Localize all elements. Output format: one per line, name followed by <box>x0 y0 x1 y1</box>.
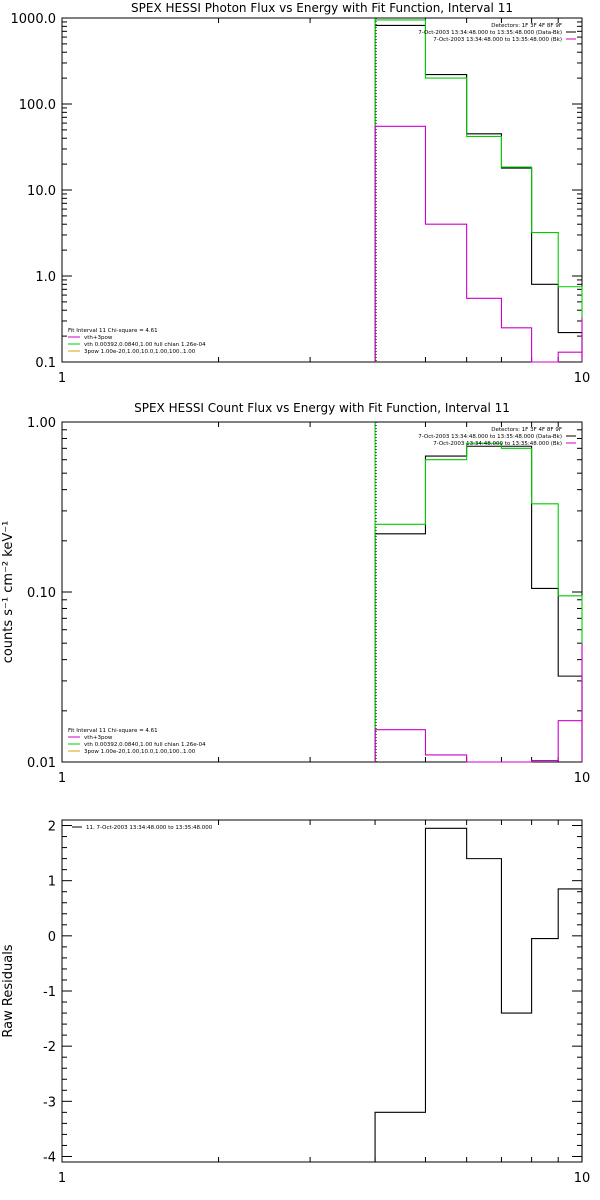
legend-text: Fit Interval 11 Chi-square = 4.61 <box>68 728 158 734</box>
chart-title: SPEX HESSI Count Flux vs Energy with Fit… <box>134 401 510 415</box>
x-tick-label: 10 <box>574 771 591 786</box>
y-tick-label: -4 <box>43 1150 56 1165</box>
legend-text: 7-Oct-2003 13:34:48.000 to 13:35:48.000 … <box>433 37 562 43</box>
x-tick-label: 1 <box>58 771 66 786</box>
legend-text: vth 0.00392,0.0840,1.00 full chian 1.26e… <box>84 342 206 348</box>
legend-text: 7-Oct-2003 13:34:48.000 to 13:35:48.000 … <box>433 441 562 447</box>
y-tick-label: 1.0 <box>35 270 56 285</box>
y-tick-label: 1000.0 <box>11 12 57 27</box>
y-tick-label: 1.00 <box>27 416 56 431</box>
chart-panel-2: SPEX HESSI Count Flux vs Energy with Fit… <box>1 401 590 786</box>
series-line-3 <box>374 125 583 363</box>
legend-text: vth+3pow <box>84 735 113 741</box>
y-tick-label: 1 <box>48 875 56 890</box>
chart-title: SPEX HESSI Photon Flux vs Energy with Fi… <box>131 1 513 15</box>
legend-text: 11. 7-Oct-2003 13:34:48.000 to 13:35:48.… <box>86 825 213 831</box>
x-tick-label: 1 <box>58 1171 66 1186</box>
y-tick-label: -2 <box>43 1040 56 1055</box>
y-tick-label: 0.01 <box>27 756 56 771</box>
legend-text: 7-Oct-2003 13:34:48.000 to 13:35:48.000 … <box>418 30 562 36</box>
series-line-3 <box>374 643 583 763</box>
x-tick-label: 1 <box>58 371 66 386</box>
series-line-2 <box>374 19 583 362</box>
y-axis-label: counts s⁻¹ cm⁻² keV⁻¹ <box>1 521 16 664</box>
legend-text: 3pow 1.00e-20,1.00,10.0,1.00,100.,1.00 <box>84 749 196 755</box>
series-line-1 <box>374 445 583 762</box>
y-tick-label: -1 <box>43 985 56 1000</box>
series-line-1 <box>374 827 583 1162</box>
y-axis-label: Raw Residuals <box>1 944 16 1037</box>
plot-frame <box>61 421 583 763</box>
series-line-2 <box>374 442 583 762</box>
series-line-1 <box>374 24 583 362</box>
y-tick-label: 0 <box>48 930 56 945</box>
plot-frame <box>61 17 583 363</box>
legend-text: vth 0.00392,0.0840,1.00 full chian 1.26e… <box>84 742 206 748</box>
y-tick-label: 0.1 <box>35 356 56 371</box>
legend-text: Detectors: 1F 3F 4F 8F 9F <box>491 23 562 29</box>
plot-frame <box>61 819 583 1163</box>
chart-panel-1: SPEX HESSI Photon Flux vs Energy with Fi… <box>11 1 591 386</box>
y-tick-label: 100.0 <box>19 98 56 113</box>
x-tick-label: 10 <box>574 371 591 386</box>
y-tick-label: 2 <box>48 820 56 835</box>
y-tick-label: 0.10 <box>27 586 56 601</box>
legend-text: Fit Interval 11 Chi-square = 4.61 <box>68 328 158 334</box>
legend-text: vth+3pow <box>84 335 113 341</box>
y-tick-label: 10.0 <box>27 184 56 199</box>
y-tick-label: -3 <box>43 1095 56 1110</box>
legend-text: 7-Oct-2003 13:34:48.000 to 13:35:48.000 … <box>418 434 562 440</box>
x-tick-label: 10 <box>574 1171 591 1186</box>
legend-text: 3pow 1.00e-20,1.00,10.0,1.00,100.,1.00 <box>84 349 196 355</box>
legend-text: Detectors: 1F 3F 4F 8F 9F <box>491 427 562 433</box>
